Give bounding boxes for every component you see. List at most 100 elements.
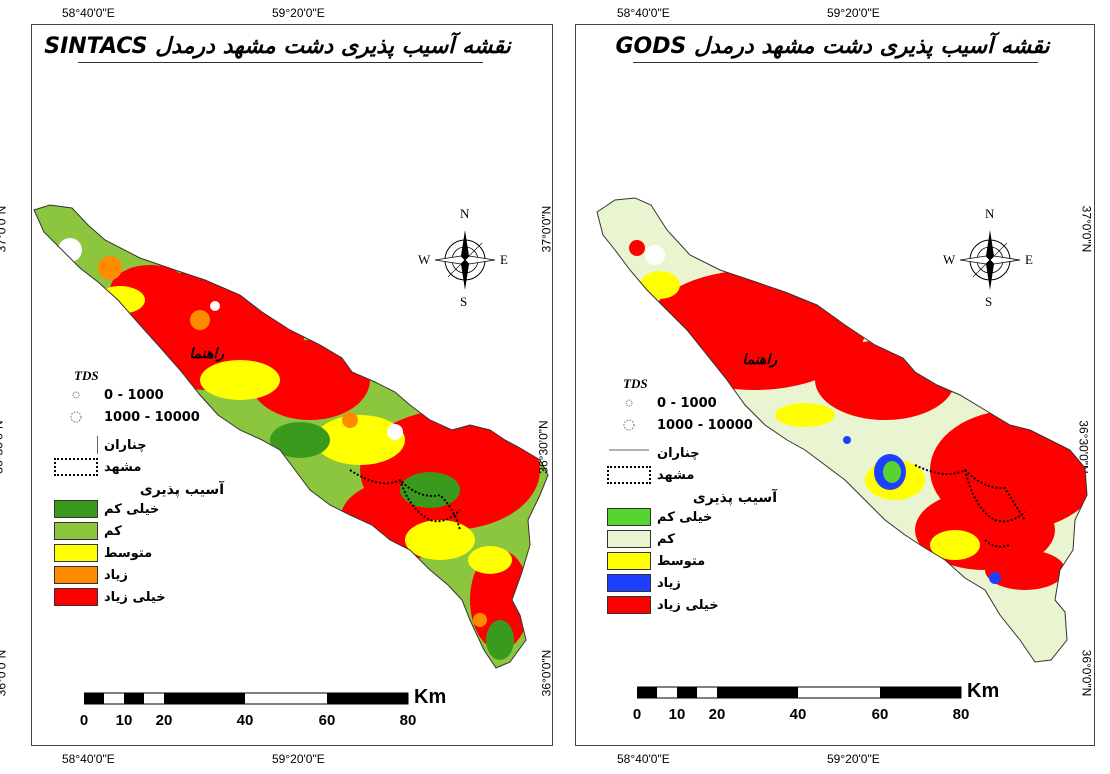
compass-west-label: W bbox=[943, 252, 956, 267]
legend-row-low: کم bbox=[607, 528, 777, 550]
large-dashed-circle-icon bbox=[54, 408, 98, 426]
vulnerability-map bbox=[33, 204, 549, 669]
tds-label: TDS bbox=[74, 368, 99, 383]
very-low-label: خیلی کم bbox=[104, 501, 160, 517]
legend-row-very-high: خیلی زیاد bbox=[54, 586, 224, 608]
compass-west-label: W bbox=[418, 252, 431, 267]
legend-row-low: کم bbox=[54, 520, 224, 542]
compass-north-label: N bbox=[985, 206, 995, 221]
legend-row-mashhad: مشهد bbox=[54, 456, 224, 478]
scale-label: 40 bbox=[789, 706, 807, 723]
tds-class-label: 1000 - 10000 bbox=[657, 417, 753, 433]
low-swatch bbox=[54, 522, 98, 540]
very-low-label: خیلی کم bbox=[657, 509, 713, 525]
legend-row-medium: متوسط bbox=[607, 550, 777, 572]
top-tick-label: 59°20'0"E bbox=[272, 6, 325, 20]
legend-row-tds-1: 0 - 1000 bbox=[54, 384, 224, 406]
mashhad-boundary-icon bbox=[607, 466, 651, 484]
very-high-label: خیلی زیاد bbox=[657, 597, 719, 613]
legend-row-chenaran: چناران bbox=[54, 434, 224, 456]
map-title: نقشه آسیب پذیری دشت مشهد درمدل GODS bbox=[615, 34, 1050, 59]
scale-bar: Km 0 10 20 40 60 80 bbox=[633, 680, 1057, 736]
high-label: زیاد bbox=[104, 567, 128, 583]
compass-south-label: S bbox=[460, 294, 468, 309]
scale-label: 10 bbox=[668, 706, 686, 723]
tds-class-label: 1000 - 10000 bbox=[104, 409, 200, 425]
top-tick-label: 59°20'0"E bbox=[827, 6, 880, 20]
legend-row-mashhad: مشهد bbox=[607, 464, 777, 486]
mashhad-label: مشهد bbox=[104, 459, 142, 475]
scale-label: 40 bbox=[236, 712, 254, 729]
low-swatch bbox=[607, 530, 651, 548]
map-legend: راهنما TDS 0 - 1000 1000 - 10000 چناران … bbox=[54, 346, 224, 608]
chenaran-boundary-icon bbox=[607, 444, 651, 462]
mashhad-label: مشهد bbox=[657, 467, 695, 483]
compass-north-label: N bbox=[460, 206, 470, 221]
sintacs-map-panel: 58°40'0"E 59°20'0"E 58°40'0"E 59°20'0"E … bbox=[0, 6, 553, 766]
tds-label: TDS bbox=[623, 376, 648, 391]
legend-row-chenaran: چناران bbox=[607, 442, 777, 464]
very-low-swatch bbox=[607, 508, 651, 526]
medium-swatch bbox=[54, 544, 98, 562]
left-tick-label: 36°30'0"N bbox=[536, 420, 551, 474]
large-dashed-circle-icon bbox=[607, 416, 651, 434]
very-high-swatch bbox=[54, 588, 98, 606]
left-tick-label: 36°0'0"N bbox=[539, 649, 554, 697]
bottom-tick-label: 58°40'0"E bbox=[617, 752, 670, 766]
low-label: کم bbox=[104, 523, 122, 539]
map-legend: راهنما TDS 0 - 1000 1000 - 10000 چناران … bbox=[607, 352, 777, 616]
scale-label: 10 bbox=[115, 712, 133, 729]
legend-row-high: زیاد bbox=[607, 572, 777, 594]
scale-unit: Km bbox=[414, 686, 447, 708]
map-frame bbox=[31, 24, 553, 746]
gods-map-panel: 58°40'0"E 59°20'0"E 58°40'0"E 59°20'0"E … bbox=[537, 0, 1110, 774]
medium-label: متوسط bbox=[657, 553, 706, 569]
very-low-swatch bbox=[54, 500, 98, 518]
bottom-tick-label: 59°20'0"E bbox=[827, 752, 880, 766]
legend-row-high: زیاد bbox=[54, 564, 224, 586]
low-label: کم bbox=[657, 531, 675, 547]
legend-row-tds-1: 0 - 1000 bbox=[607, 392, 777, 414]
very-high-label: خیلی زیاد bbox=[104, 589, 166, 605]
legend-row-very-low: خیلی کم bbox=[607, 506, 777, 528]
scale-label: 60 bbox=[871, 706, 889, 723]
high-label: زیاد bbox=[657, 575, 681, 591]
top-tick-label: 58°40'0"E bbox=[617, 6, 670, 20]
vulnerability-map bbox=[596, 197, 1088, 663]
scale-label: 60 bbox=[318, 712, 336, 729]
title-underline bbox=[78, 62, 483, 63]
scale-label: 0 bbox=[632, 706, 642, 723]
north-arrow-compass-rose-icon: N S E W bbox=[418, 206, 508, 309]
chenaran-boundary-icon bbox=[54, 436, 98, 454]
small-dashed-circle-icon bbox=[607, 394, 651, 412]
legend-heading: راهنما bbox=[742, 352, 777, 368]
scale-unit: Km bbox=[967, 680, 1000, 702]
scale-bar: Km 0 10 20 40 60 80 bbox=[80, 686, 504, 742]
scale-label: 20 bbox=[708, 706, 726, 723]
small-dashed-circle-icon bbox=[54, 386, 98, 404]
high-swatch bbox=[54, 566, 98, 584]
legend-heading: راهنما bbox=[189, 346, 224, 362]
north-arrow-compass-rose-icon: N S E W bbox=[943, 206, 1033, 309]
map-frame bbox=[575, 24, 1095, 746]
legend-row-medium: متوسط bbox=[54, 542, 224, 564]
map-title: نقشه آسیب پذیری دشت مشهد درمدل SINTACS bbox=[44, 34, 511, 59]
vulnerability-heading: آسیب پذیری bbox=[692, 490, 777, 506]
compass-east-label: E bbox=[1025, 252, 1033, 267]
scale-label: 0 bbox=[79, 712, 89, 729]
high-swatch bbox=[607, 574, 651, 592]
tds-class-label: 0 - 1000 bbox=[657, 395, 717, 411]
legend-row-tds-2: 1000 - 10000 bbox=[607, 414, 777, 436]
title-underline bbox=[633, 62, 1038, 63]
scale-label: 20 bbox=[155, 712, 173, 729]
compass-south-label: S bbox=[985, 294, 993, 309]
legend-row-tds-2: 1000 - 10000 bbox=[54, 406, 224, 428]
bottom-tick-label: 58°40'0"E bbox=[62, 752, 115, 766]
scale-label: 80 bbox=[399, 712, 417, 729]
mashhad-boundary-icon bbox=[54, 458, 98, 476]
bottom-tick-label: 59°20'0"E bbox=[272, 752, 325, 766]
chenaran-label: چناران bbox=[104, 437, 147, 453]
legend-row-very-high: خیلی زیاد bbox=[607, 594, 777, 616]
chenaran-label: چناران bbox=[657, 445, 700, 461]
left-tick-label: 37°0'0"N bbox=[539, 205, 554, 253]
